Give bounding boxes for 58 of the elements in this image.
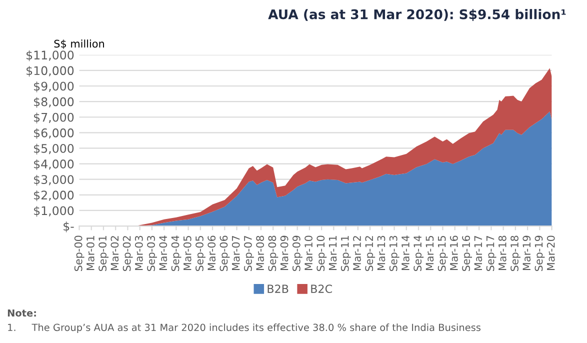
- y-tick-label: $8,000: [34, 97, 74, 108]
- x-tick-label: Mar-12: [353, 236, 361, 270]
- x-tick-label: Sep-16: [462, 236, 472, 272]
- x-tick-label: Mar-03: [134, 236, 143, 270]
- x-tick-label: Mar-08: [256, 236, 264, 270]
- x-tick-label: Mar-16: [450, 236, 458, 270]
- x-tick-label: Sep-13: [389, 236, 400, 272]
- x-tick-label: Sep-03: [147, 236, 157, 272]
- x-tick-label: Mar-01: [86, 236, 94, 270]
- x-tick-label: Sep-06: [220, 236, 230, 272]
- x-tick-label: Mar-19: [522, 236, 531, 270]
- x-tick-label: Sep-01: [98, 236, 109, 272]
- y-tick-label: $4,000: [34, 159, 74, 170]
- x-tick-label: Mar-07: [232, 236, 240, 270]
- text: 1. The Group’s AUA as at 31 Mar 2020 includes its effective 38.0 % share of the India Business: [8, 324, 480, 333]
- legend-label: B2C: [311, 284, 332, 293]
- chart-title: AUA (as at 31 Mar 2020): S$9.54 billion¹: [268, 9, 566, 22]
- x-tick-label: Sep-09: [292, 236, 302, 272]
- y-tick-label: $2,000: [34, 190, 74, 202]
- x-tick-label: Sep-12: [365, 236, 376, 272]
- x-tick-label: Mar-13: [377, 236, 386, 270]
- x-tick-label: Sep-11: [340, 236, 351, 272]
- x-tick-label: Sep-08: [268, 236, 278, 272]
- x-tick-label: Mar-05: [183, 236, 192, 270]
- x-tick-label: Sep-18: [510, 236, 520, 272]
- y-tick-label: $7,000: [34, 112, 74, 124]
- x-tick-label: Mar-20: [546, 236, 555, 270]
- x-tick-label: Mar-18: [498, 236, 506, 270]
- y-tick-label: $6,000: [34, 128, 74, 139]
- y-tick-label: $9,000: [34, 82, 74, 92]
- y-tick-label: $5,000: [34, 144, 74, 154]
- x-tick-label: Mar-04: [159, 236, 168, 270]
- x-tick-label: Mar-11: [328, 236, 337, 270]
- x-tick-label: Sep-07: [244, 236, 254, 272]
- x-tick-label: Mar-09: [280, 236, 288, 270]
- x-tick-label: Mar-15: [426, 236, 434, 270]
- x-tick-label: Sep-19: [534, 236, 545, 272]
- x-tick-label: Sep-17: [486, 236, 496, 272]
- y-tick-label: $11,000: [26, 50, 74, 62]
- x-tick-label: Sep-04: [171, 236, 182, 272]
- x-tick-label: Sep-14: [414, 236, 424, 272]
- y-tick-label: $1,000: [34, 206, 74, 217]
- x-tick-label: Sep-00: [74, 236, 84, 272]
- x-tick-label: Mar-02: [110, 236, 119, 270]
- x-tick-label: Sep-05: [196, 236, 206, 272]
- y-tick-label: $10,000: [26, 66, 74, 77]
- x-tick-label: Mar-10: [304, 236, 312, 270]
- x-tick-label: Mar-17: [474, 236, 482, 270]
- y-tick-label: $-: [64, 222, 74, 232]
- x-tick-label: Sep-02: [122, 236, 133, 272]
- x-tick-label: Sep-10: [316, 236, 327, 272]
- x-tick-label: Sep-15: [438, 236, 448, 272]
- y-axis-title: S$ million: [54, 40, 104, 49]
- legend-label: B2B: [268, 284, 288, 293]
- x-tick-label: Mar-14: [402, 236, 410, 270]
- x-tick-label: Mar-06: [208, 236, 216, 270]
- y-tick-label: $3,000: [34, 174, 74, 186]
- text: Note:: [8, 309, 36, 317]
